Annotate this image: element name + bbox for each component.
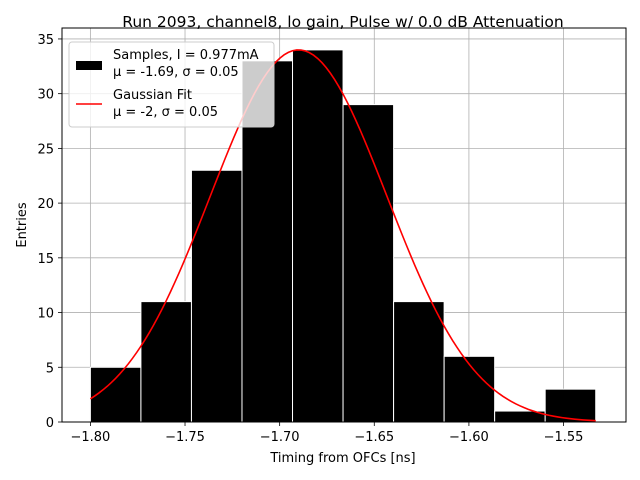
legend-fit-label: Gaussian Fit — [113, 88, 192, 103]
histogram-bar — [190, 169, 243, 423]
x-tick-label: −1.75 — [165, 430, 205, 445]
y-tick-label: 15 — [37, 252, 54, 267]
y-tick-label: 10 — [37, 307, 54, 322]
histogram-bar — [342, 104, 395, 423]
x-axis-label: Timing from OFCs [ns] — [269, 451, 415, 466]
x-tick-label: −1.80 — [70, 430, 110, 445]
x-tick-label: −1.70 — [260, 430, 300, 445]
plot-frame — [61, 27, 627, 423]
histogram-bars — [89, 49, 597, 423]
legend-fit-stats: μ = -2, σ = 0.05 — [113, 105, 218, 120]
y-axis-label: Entries — [15, 202, 30, 248]
chart-title: Run 2093, channel8, lo gain, Pulse w/ 0.… — [122, 13, 563, 31]
y-tick-label: 30 — [37, 88, 54, 103]
gaussian-fit-line — [89, 49, 596, 422]
histogram-bar — [393, 301, 445, 423]
x-tick-label: −1.60 — [449, 430, 489, 445]
histogram-bar — [443, 355, 496, 423]
legend-samples-swatch — [76, 61, 102, 70]
legend-box — [68, 41, 275, 128]
y-tick-label: 0 — [46, 416, 54, 431]
histogram-bar — [292, 49, 344, 423]
y-tick-label: 35 — [37, 33, 54, 48]
histogram-bar — [140, 301, 192, 423]
x-tick-label: −1.65 — [354, 430, 394, 445]
y-axis-ticks: 0 5 10 15 20 25 30 35 — [37, 33, 62, 431]
y-tick-label: 5 — [46, 361, 54, 376]
x-tick-label: −1.55 — [544, 430, 584, 445]
y-tick-label: 25 — [37, 142, 54, 157]
y-tick-label: 20 — [37, 197, 54, 212]
legend-samples-label: Samples, I = 0.977mA — [113, 48, 259, 63]
legend: Samples, I = 0.977mA μ = -1.69, σ = 0.05… — [68, 41, 275, 128]
histogram-bar — [544, 388, 597, 423]
legend-samples-stats: μ = -1.69, σ = 0.05 — [113, 65, 239, 80]
x-axis-ticks: −1.80 −1.75 −1.70 −1.65 −1.60 −1.55 — [70, 422, 583, 445]
